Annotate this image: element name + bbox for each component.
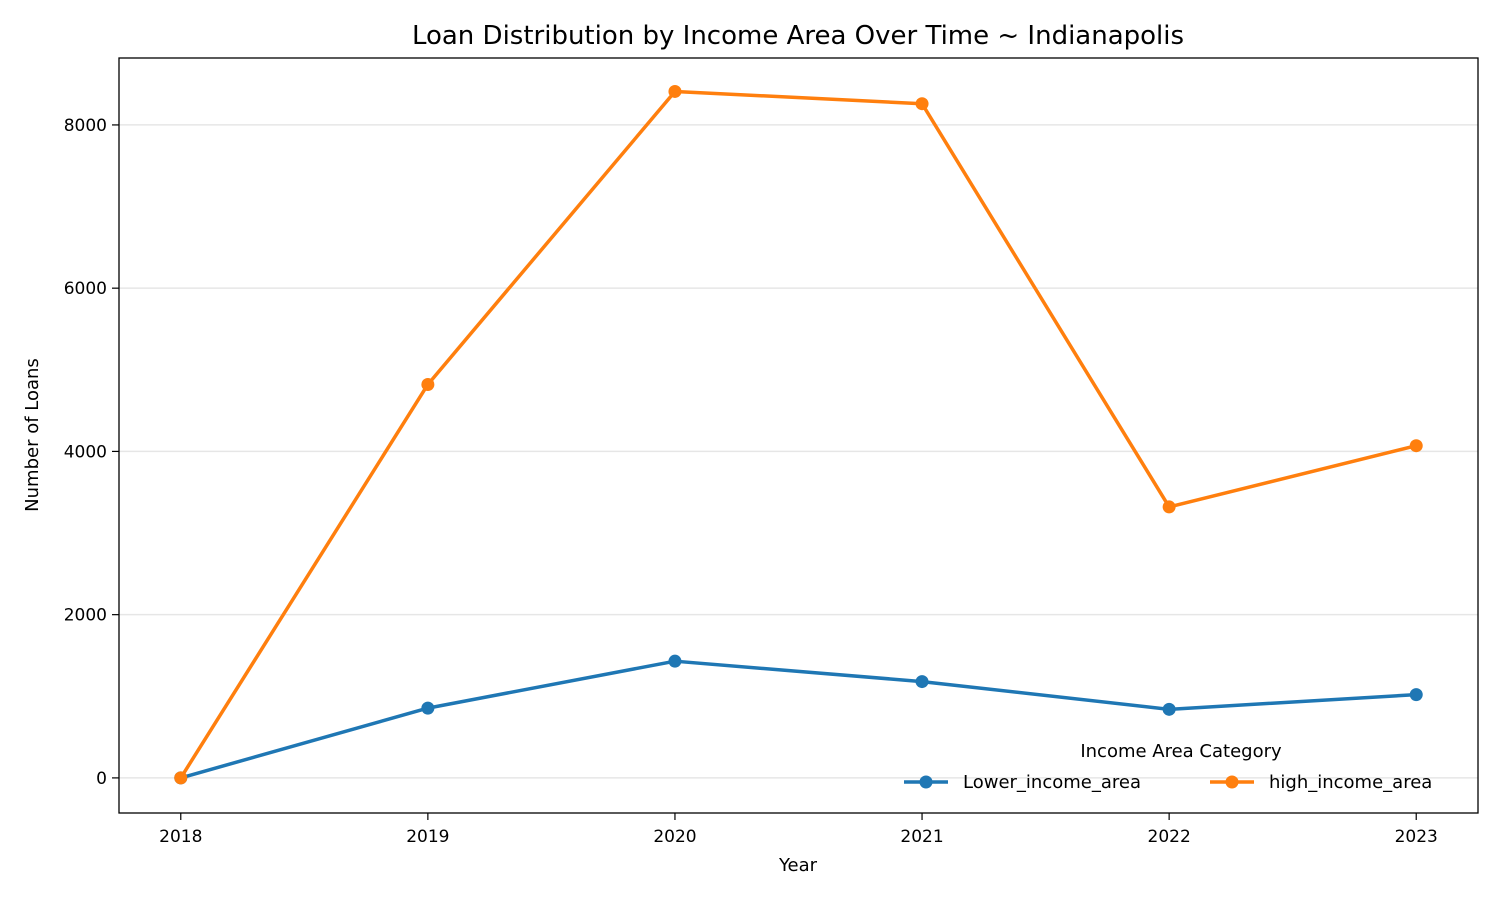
x-tick-label: 2020 bbox=[653, 827, 696, 847]
data-point bbox=[1409, 688, 1423, 702]
data-point bbox=[1409, 439, 1423, 453]
legend-marker bbox=[919, 775, 933, 789]
data-point bbox=[421, 377, 435, 391]
legend-marker bbox=[1225, 775, 1239, 789]
y-tick-label: 6000 bbox=[64, 279, 107, 299]
legend-title: Income Area Category bbox=[1080, 741, 1282, 762]
data-point bbox=[915, 97, 929, 111]
x-tick-label: 2022 bbox=[1148, 827, 1191, 847]
data-point bbox=[421, 701, 435, 715]
legend-entry: Lower_income_area bbox=[904, 772, 1141, 793]
legend-entry: high_income_area bbox=[1210, 772, 1432, 793]
x-tick-label: 2018 bbox=[159, 827, 202, 847]
series-layer bbox=[174, 84, 1423, 785]
data-point bbox=[1162, 500, 1176, 514]
data-point bbox=[1162, 702, 1176, 716]
series-line bbox=[179, 89, 1417, 779]
plot-frame bbox=[118, 57, 1479, 814]
data-point bbox=[174, 771, 188, 785]
legend-label: high_income_area bbox=[1269, 772, 1432, 793]
chart-title: Loan Distribution by Income Area Over Ti… bbox=[412, 21, 1184, 51]
x-axis: 2018 2019 2020 2021 2022 2023 bbox=[159, 813, 1438, 847]
x-tick-label: 2019 bbox=[406, 827, 449, 847]
legend: Income Area Category Lower_income_area hi… bbox=[904, 741, 1432, 793]
y-tick-label: 0 bbox=[96, 769, 107, 789]
legend-label: Lower_income_area bbox=[963, 772, 1141, 793]
series-Lower_income_area bbox=[174, 654, 1423, 785]
x-tick-label: 2021 bbox=[900, 827, 943, 847]
legend-entries: Lower_income_area high_income_area bbox=[904, 772, 1432, 793]
data-point bbox=[668, 84, 682, 98]
data-point bbox=[915, 675, 929, 689]
y-axis: 0 2000 4000 6000 8000 bbox=[64, 116, 119, 789]
x-tick-label: 2023 bbox=[1395, 827, 1438, 847]
y-tick-label: 2000 bbox=[64, 606, 107, 626]
grid-lines bbox=[119, 124, 1478, 779]
data-point bbox=[668, 654, 682, 668]
y-tick-label: 8000 bbox=[64, 116, 107, 136]
series-line bbox=[180, 659, 1417, 780]
y-tick-label: 4000 bbox=[64, 442, 107, 462]
series-high_income_area bbox=[174, 84, 1423, 785]
y-axis-label: Number of Loans bbox=[22, 358, 43, 512]
x-axis-label: Year bbox=[778, 855, 818, 876]
